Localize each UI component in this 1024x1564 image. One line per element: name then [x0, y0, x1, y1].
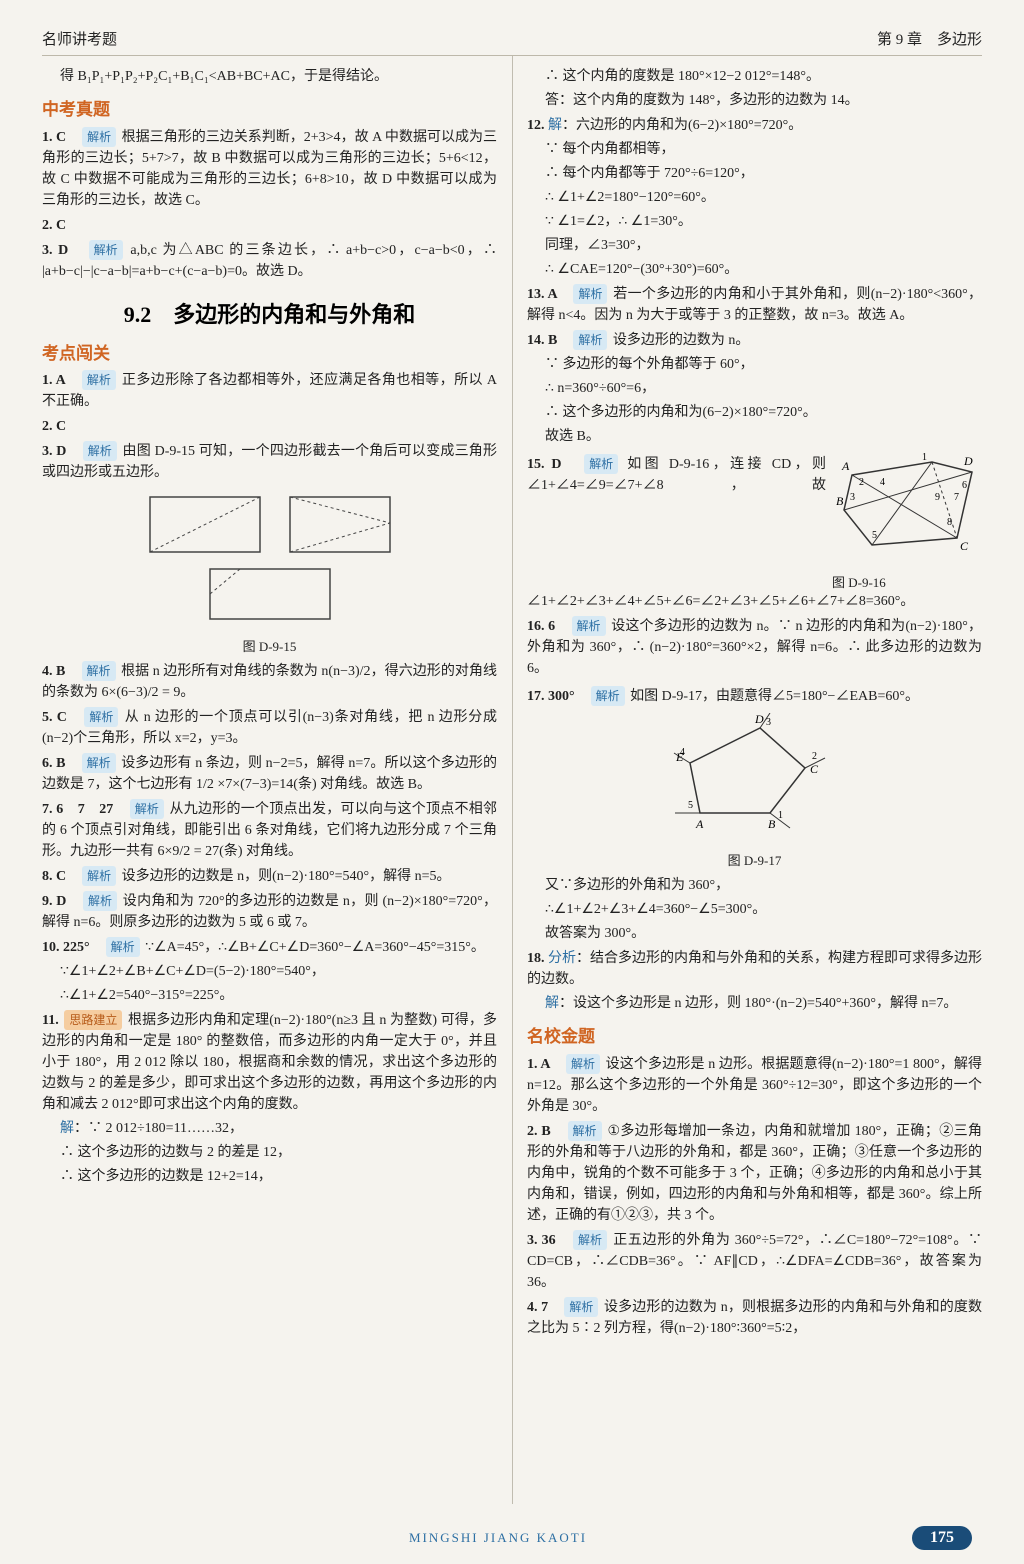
r12: 12. 解：六边形的内角和为(6−2)×180°=720°。 [527, 115, 982, 136]
q3: 3. D 解析 a,b,c 为△ABC 的三条边长，∴ a+b−c>0，c−a−… [42, 240, 497, 282]
k11: 11. 思路建立 根据多边形内角和定理(n−2)·180°(n≥3 且 n 为整… [42, 1010, 497, 1115]
header-right: 第 9 章 多边形 [877, 28, 982, 49]
r0a: ∴ 这个内角的度数是 180°×12−2 012°=148°。 [527, 66, 982, 87]
r17: 17. 300° 解析 如图 D-9-17，由题意得∠5=180°−∠EAB=6… [527, 686, 982, 707]
r18: 18. 分析：结合多边形的内角和与外角和的关系，构建方程即可求得多边形的边数。 [527, 948, 982, 990]
svg-text:C: C [960, 539, 969, 553]
fig15-caption: 图 D-9-15 [42, 636, 497, 655]
k7: 7. 6 7 27 解析 从九边形的一个顶点出发，可以向与这个顶点不相邻的 6 … [42, 799, 497, 862]
k10: 10. 225° 解析 ∵∠A=45°，∴∠B+∠C+∠D=360°−∠A=36… [42, 937, 497, 958]
svg-text:B: B [836, 494, 844, 508]
svg-text:D: D [963, 454, 973, 468]
svg-text:4: 4 [680, 747, 685, 758]
svg-text:2: 2 [859, 477, 864, 488]
svg-text:2: 2 [812, 751, 817, 762]
column-divider [512, 56, 513, 1504]
r13: 13. A 解析 若一个多边形的内角和小于其外角和，则(n−2)·180°<36… [527, 284, 982, 326]
r14: 14. B 解析 设多边形的边数为 n。 [527, 330, 982, 351]
q1: 1. C 解析 根据三角形的三边关系判断，2+3>4，故 A 中数据可以成为三角… [42, 127, 497, 211]
k6: 6. B 解析 设多边形有 n 条边，则 n−2=5，解得 n=7。所以这个多边… [42, 753, 497, 795]
r12h: ∴ ∠CAE=120°−(30°+30°)=60°。 [527, 259, 982, 280]
r14d: ∴ n=360°÷60°=6， [527, 378, 982, 399]
page-number: 175 [912, 1526, 972, 1550]
k5: 5. C 解析 从 n 边形的一个顶点可以引(n−3)条对角线，把 n 边形分成… [42, 707, 497, 749]
svg-text:A: A [695, 817, 704, 831]
left-column: 得 B₁P₁+P₁P₂+P₂C₁+B₁C₁<AB+BC+AC，于是得结论。 中考… [42, 66, 497, 1342]
k10d: ∴∠1+∠2=540°−315°=225°。 [42, 985, 497, 1006]
figure-d-9-16: A D C B 1 2 3 4 5 6 7 8 9 图 D-9-16 [832, 450, 982, 591]
svg-text:9: 9 [935, 492, 940, 503]
section-kaodian: 考点闯关 [42, 341, 497, 367]
svg-text:C: C [810, 762, 819, 776]
tag-silv: 思路建立 [64, 1010, 122, 1030]
svg-text:D: D [754, 713, 764, 726]
k11e: ∴ 这个多边形的边数是 12+2=14， [42, 1166, 497, 1187]
r14f: 故选 B。 [527, 426, 982, 447]
svg-text:8: 8 [947, 517, 952, 528]
svg-text:5: 5 [688, 800, 693, 811]
section-zhongkao: 中考真题 [42, 97, 497, 123]
section-mingxiao: 名校金题 [527, 1024, 982, 1050]
r16: 16. 6 解析 设这个多边形的边数为 n。∵ n 边形的内角和为(n−2)·1… [527, 616, 982, 679]
svg-text:5: 5 [872, 530, 877, 541]
figure-d-9-15: 图 D-9-15 [42, 489, 497, 655]
svg-text:B: B [768, 817, 776, 831]
q2: 2. C [42, 215, 497, 236]
svg-text:4: 4 [880, 477, 885, 488]
k10c: ∵∠1+∠2+∠B+∠C+∠D=(5−2)·180°=540°， [42, 961, 497, 982]
section-9-2-title: 9.2 多边形的内角和与外角和 [42, 298, 497, 331]
r18c: 解：设这个多边形是 n 边形，则 180°·(n−2)=540°+360°，解得… [527, 993, 982, 1014]
k1: 1. A 解析 正多边形除了各边都相等外，还应满足各角也相等，所以 A 不正确。 [42, 370, 497, 412]
r12f: ∵ ∠1=∠2，∴ ∠1=30°。 [527, 211, 982, 232]
fig17-caption: 图 D-9-17 [527, 850, 982, 869]
m3: 3. 36 解析 正五边形的外角为 360°÷5=72°，∴∠C=180°−72… [527, 1230, 982, 1293]
k4: 4. B 解析 根据 n 边形所有对角线的条数为 n(n−3)/2，得六边形的对… [42, 661, 497, 703]
k11c: 解：∵ 2 012÷180=11……32， [42, 1118, 497, 1139]
right-column: ∴ 这个内角的度数是 180°×12−2 012°=148°。 答：这个内角的度… [527, 66, 982, 1342]
m2: 2. B 解析 ①多边形每增加一条边，内角和就增加 180°，正确；②三角形的外… [527, 1121, 982, 1226]
svg-text:1: 1 [922, 452, 927, 463]
r17d: ∴∠1+∠2+∠3+∠4=360°−∠5=300°。 [527, 899, 982, 920]
footer-text: MINGSHI JIANG KAOTI [409, 1530, 587, 1546]
svg-text:1: 1 [778, 810, 783, 821]
r14e: ∴ 这个多边形的内角和为(6−2)×180°=720°。 [527, 402, 982, 423]
tag-jiexi: 解析 [82, 127, 116, 147]
k8: 8. C 解析 设多边形的边数是 n，则(n−2)·180°=540°，解得 n… [42, 866, 497, 887]
r12d: ∴ 每个内角都等于 720°÷6=120°， [527, 163, 982, 184]
r12g: 同理，∠3=30°， [527, 235, 982, 256]
text: 得 B₁P₁+P₁P₂+P₂C₁+B₁C₁<AB+BC+AC，于是得结论。 [42, 66, 497, 87]
k2: 2. C [42, 416, 497, 437]
r17c: 又∵多边形的外角和为 360°， [527, 875, 982, 896]
k11d: ∴ 这个多边形的边数与 2 的差是 12， [42, 1142, 497, 1163]
r17e: 故答案为 300°。 [527, 923, 982, 944]
svg-text:7: 7 [954, 492, 959, 503]
header-left: 名师讲考题 [42, 28, 117, 49]
r12e: ∴ ∠1+∠2=180°−120°=60°。 [527, 187, 982, 208]
footer: MINGSHI JIANG KAOTI [0, 1530, 1024, 1546]
m4: 4. 7 解析 设多边形的边数为 n，则根据多边形的内角和与外角和的度数之比为 … [527, 1297, 982, 1339]
figure-d-9-17: A B C D E 5 1 2 3 4 图 D-9-17 [527, 713, 982, 869]
svg-text:A: A [841, 459, 850, 473]
svg-text:3: 3 [766, 717, 771, 728]
svg-text:6: 6 [962, 480, 967, 491]
r0b: 答：这个内角的度数为 148°，多边形的边数为 14。 [527, 90, 982, 111]
m1: 1. A 解析 设这个多边形是 n 边形。根据题意得(n−2)·180°=1 8… [527, 1054, 982, 1117]
k9: 9. D 解析 设内角和为 720°的多边形的边数是 n，则 (n−2)×180… [42, 891, 497, 933]
r12c: ∵ 每个内角都相等， [527, 139, 982, 160]
svg-text:3: 3 [850, 492, 855, 503]
k3: 3. D 解析 由图 D-9-15 可知，一个四边形截去一个角后可以变成三角形或… [42, 441, 497, 483]
r14c: ∵ 多边形的每个外角都等于 60°， [527, 354, 982, 375]
fig16-caption: 图 D-9-16 [832, 572, 982, 591]
